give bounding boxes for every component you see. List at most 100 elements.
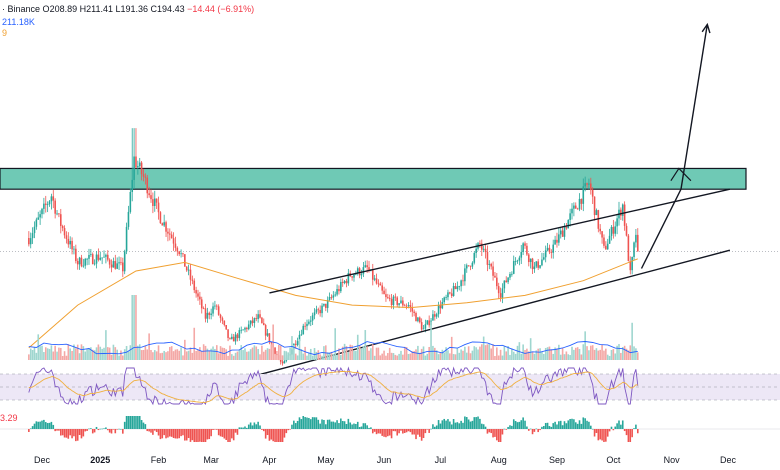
macd-histogram-bar	[291, 424, 293, 429]
volume-bar	[259, 354, 261, 360]
macd-histogram-bar	[398, 429, 400, 434]
volume-bar	[620, 352, 622, 360]
macd-histogram-bar	[157, 429, 160, 436]
candle-body	[140, 162, 143, 175]
macd-histogram-bar	[349, 422, 352, 429]
volume-bar	[496, 347, 498, 360]
x-axis-tick-label: Dec	[34, 455, 51, 465]
x-axis-tick-label: Oct	[606, 455, 621, 465]
macd-histogram-bar	[464, 416, 466, 429]
macd-histogram-bar	[533, 429, 536, 432]
macd-histogram-bar	[191, 429, 194, 441]
macd-histogram-bar	[135, 416, 137, 429]
candle-body	[586, 183, 588, 185]
volume-bar	[573, 349, 575, 360]
macd-histogram-bar	[409, 429, 412, 433]
volume-bar	[503, 346, 506, 360]
volume-bar	[456, 348, 459, 360]
volume-bar	[340, 355, 342, 360]
macd-histogram-bar	[518, 421, 521, 429]
volume-bar	[464, 346, 466, 360]
candle-body	[334, 294, 336, 296]
volume-bar	[548, 346, 551, 360]
macd-histogram-bar	[364, 423, 367, 429]
macd-histogram-bar	[591, 428, 594, 430]
volume-bar	[221, 347, 224, 360]
candle-body	[131, 179, 134, 192]
macd-histogram-bar	[565, 423, 568, 429]
macd-histogram-bar	[176, 429, 179, 439]
candle-body	[185, 266, 188, 271]
macd-histogram-bar	[535, 428, 538, 430]
macd-histogram-bar	[304, 417, 306, 429]
candle-body	[405, 305, 408, 307]
macd-histogram-bar	[387, 429, 389, 437]
candle-body	[499, 293, 502, 298]
candle-body	[123, 251, 126, 272]
candle-body	[114, 261, 117, 269]
macd-histogram-bar	[242, 427, 244, 429]
macd-histogram-bar	[321, 419, 323, 429]
rsi-line	[28, 366, 639, 406]
volume-bar	[480, 344, 483, 360]
volume-bar	[597, 350, 600, 360]
macd-histogram-bar	[417, 429, 419, 435]
macd-histogram-bar	[556, 424, 558, 429]
macd-histogram-bar	[73, 429, 75, 437]
volume-bar	[195, 350, 197, 360]
volume-bar	[509, 354, 511, 360]
macd-histogram-bar	[255, 424, 258, 429]
candle-body	[548, 247, 551, 253]
macd-histogram-bar	[328, 419, 331, 429]
volume-bar	[161, 352, 164, 360]
candle-body	[281, 361, 284, 364]
volume-bar	[351, 345, 353, 360]
macd-histogram-bar	[428, 429, 430, 433]
candle-body	[39, 214, 41, 218]
macd-histogram-bar	[146, 429, 149, 432]
macd-histogram-bar	[501, 429, 504, 435]
candle-body	[605, 245, 607, 250]
volume-bar	[281, 355, 284, 360]
candle-body	[95, 254, 98, 264]
x-axis-tick-label: Jun	[377, 455, 392, 465]
candle-body	[415, 313, 417, 322]
candle-body	[208, 312, 211, 316]
macd-histogram-bar	[586, 420, 588, 429]
candle-body	[402, 300, 404, 306]
macd-histogram-bar	[274, 429, 276, 442]
macd-histogram-bar	[373, 429, 376, 432]
macd-histogram-bar	[341, 421, 344, 429]
candle-body	[437, 305, 440, 315]
macd-histogram-bar	[413, 429, 415, 435]
macd-histogram-bar	[279, 429, 282, 442]
candle-body	[565, 226, 568, 229]
volume-bar	[370, 348, 372, 360]
macd-histogram-bar	[334, 422, 336, 429]
volume-bar	[127, 351, 130, 360]
macd-histogram-bar	[293, 420, 295, 429]
macd-histogram-bar	[486, 429, 489, 434]
volume-bar	[490, 348, 492, 360]
candle-body	[116, 263, 118, 269]
macd-histogram-bar	[492, 429, 494, 438]
volume-bar	[285, 351, 288, 360]
candle-body	[518, 257, 521, 261]
candle-body	[356, 268, 359, 274]
candle-body	[137, 166, 139, 168]
macd-histogram-bar	[123, 421, 126, 429]
volume-bar	[170, 346, 173, 360]
candle-body	[435, 314, 438, 317]
volume-bar	[61, 355, 64, 360]
x-axis-tick-label: Nov	[664, 455, 681, 465]
volume-bar	[614, 353, 617, 360]
candle-body	[460, 280, 462, 287]
volume-bar	[116, 349, 118, 360]
candle-body	[150, 195, 152, 200]
candle-body	[541, 259, 543, 266]
volume-bar	[41, 345, 43, 360]
candle-body	[56, 213, 58, 215]
candle-body	[99, 257, 102, 260]
macd-histogram-bar	[385, 429, 387, 438]
macd-histogram-bar	[129, 416, 132, 429]
